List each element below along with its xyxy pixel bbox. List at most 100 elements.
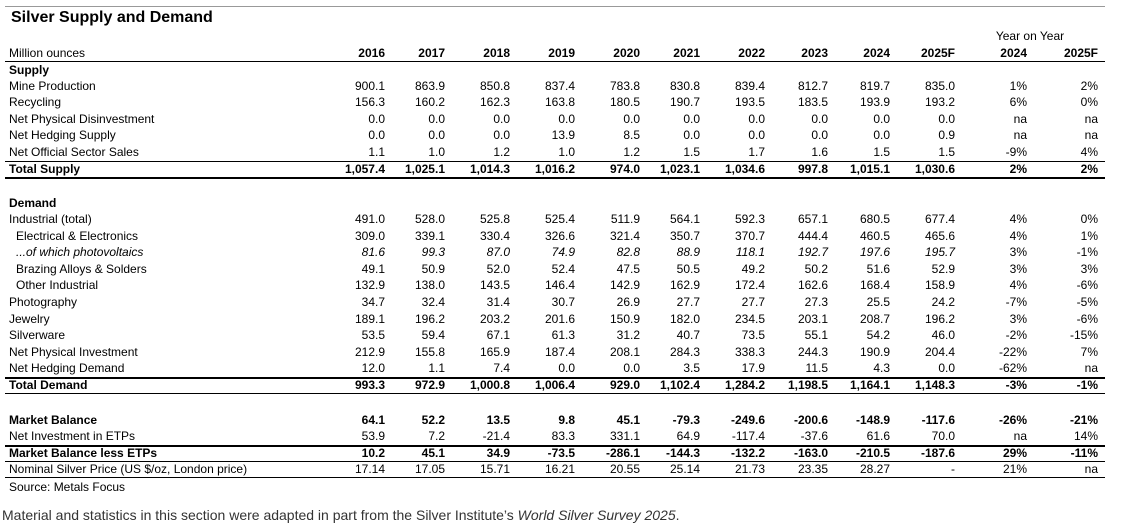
yoy-cell: 1% (1080, 228, 1098, 243)
cell: 99.3 (421, 245, 445, 260)
cell: 34.7 (361, 295, 385, 309)
cell: 1,023.1 (659, 162, 700, 176)
cell: 183.5 (797, 95, 828, 109)
cell: 1.1 (368, 145, 385, 159)
cell: 900.1 (354, 79, 385, 93)
yoy-cell: na (1013, 112, 1027, 126)
rule (5, 161, 1105, 162)
cell: 45.1 (616, 413, 640, 427)
cell: 1,198.5 (787, 378, 828, 392)
cell: 974.0 (609, 162, 640, 176)
cell: 1,057.4 (344, 162, 385, 176)
year-header: 2020 (613, 46, 640, 60)
cell: 52.4 (551, 261, 575, 276)
cell: 52.0 (486, 261, 510, 276)
cell: 74.9 (551, 245, 575, 260)
yoy-cell: 0% (1080, 212, 1098, 226)
row-label: ...of which photovoltaics (16, 245, 144, 260)
row-label: Total Demand (9, 378, 88, 392)
cell: 25.5 (866, 295, 890, 309)
cell: 21.73 (734, 462, 765, 476)
cell: -21.4 (482, 429, 510, 443)
cell: 143.5 (479, 278, 510, 293)
footer-text: Material and statistics in this section … (2, 507, 518, 523)
row-label: Net Official Sector Sales (9, 145, 139, 159)
cell: 0.0 (558, 112, 575, 126)
cell: 203.1 (797, 311, 828, 326)
cell: 20.55 (609, 462, 640, 476)
yoy-cell: 7% (1080, 344, 1098, 359)
yoy-header: 2024 (1000, 46, 1027, 60)
cell: 190.9 (859, 344, 890, 359)
cell: 30.7 (551, 295, 575, 309)
row-label: Recycling (9, 95, 62, 109)
yoy-cell: na (1084, 361, 1098, 376)
cell: 13.9 (551, 128, 575, 142)
cell: 491.0 (354, 212, 385, 226)
cell: 0.9 (938, 128, 955, 142)
cell: 0.0 (493, 112, 510, 126)
cell: 330.4 (479, 228, 510, 243)
cell: 0.0 (811, 128, 828, 142)
cell: 972.9 (414, 378, 445, 392)
cell: 8.5 (623, 128, 640, 142)
yoy-cell: 21% (1002, 462, 1027, 476)
cell: 677.4 (924, 212, 955, 226)
cell: 929.0 (609, 378, 640, 392)
cell: 460.5 (859, 228, 890, 243)
cell: 819.7 (859, 79, 890, 93)
year-header: 2024 (863, 46, 890, 60)
rule (5, 461, 1105, 462)
cell: 138.0 (414, 278, 445, 293)
cell: - (951, 462, 955, 476)
cell: 1.5 (873, 145, 890, 159)
row-label: Net Hedging Supply (9, 128, 116, 142)
cell: 997.8 (797, 162, 828, 176)
cell: 309.0 (354, 228, 385, 243)
cell: 196.2 (414, 311, 445, 326)
cell: 46.0 (931, 328, 955, 343)
cell: 195.7 (924, 245, 955, 260)
cell: 284.3 (669, 344, 700, 359)
cell: 830.8 (669, 79, 700, 93)
cell: 150.9 (609, 311, 640, 326)
cell: 88.9 (676, 245, 700, 260)
cell: 1,016.2 (534, 162, 575, 176)
cell: 192.7 (797, 245, 828, 260)
yoy-cell: -26% (998, 413, 1027, 427)
cell: 12.0 (361, 361, 385, 376)
cell: 146.4 (544, 278, 575, 293)
cell: 4.3 (873, 361, 890, 376)
cell: -200.6 (793, 413, 828, 427)
cell: 132.9 (354, 278, 385, 293)
cell: 196.2 (924, 311, 955, 326)
row-label: Jewelry (9, 311, 50, 326)
cell: 3.5 (683, 361, 700, 376)
cell: 212.9 (354, 344, 385, 359)
rule (5, 393, 1105, 394)
cell: 1,000.8 (469, 378, 510, 392)
unit-label: Million ounces (9, 46, 86, 60)
row-label: Industrial (total) (9, 212, 92, 226)
cell: -117.6 (921, 413, 955, 427)
cell: 193.9 (859, 95, 890, 109)
cell: 1.2 (623, 145, 640, 159)
rule (5, 445, 1105, 447)
cell: 17.9 (741, 361, 765, 376)
cell: 0.0 (493, 128, 510, 142)
cell: 993.3 (354, 378, 385, 392)
cell: 1.6 (811, 145, 828, 159)
yoy-cell: 3% (1009, 245, 1027, 260)
cell: 0.0 (623, 112, 640, 126)
row-label: Net Physical Investment (9, 344, 138, 359)
cell: 203.2 (479, 311, 510, 326)
row-label: Supply (9, 63, 50, 77)
yoy-cell: -62% (998, 361, 1027, 376)
year-header: 2016 (358, 46, 385, 60)
cell: 244.3 (797, 344, 828, 359)
cell: 64.1 (361, 413, 385, 427)
cell: 783.8 (609, 79, 640, 93)
cell: 64.9 (676, 429, 700, 443)
cell: 52.2 (421, 413, 445, 427)
yoy-cell: 4% (1080, 145, 1098, 159)
